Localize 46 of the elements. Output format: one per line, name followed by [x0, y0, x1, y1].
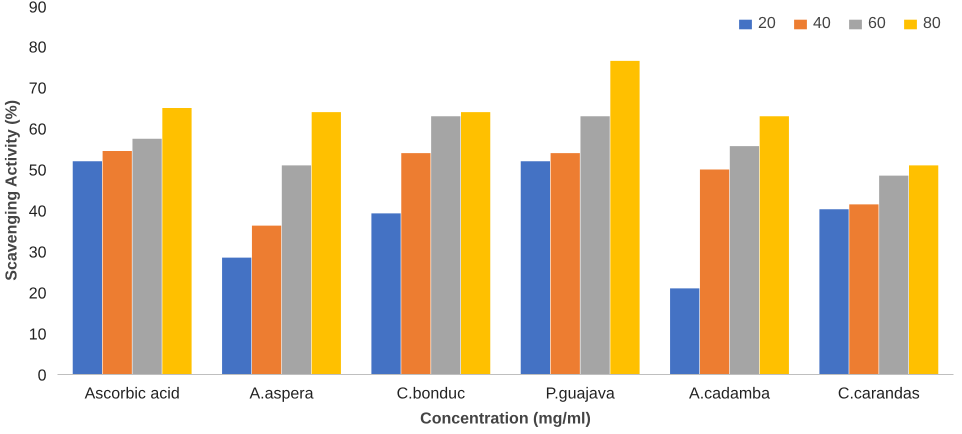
- bar: [580, 116, 610, 374]
- y-tick-label: 70: [28, 80, 47, 98]
- y-tick-label: 90: [28, 0, 47, 16]
- x-tick-label: C.bonduc: [396, 386, 466, 402]
- bar: [909, 165, 938, 374]
- bar: [431, 116, 460, 374]
- bar: [371, 213, 401, 374]
- y-tick-label: 20: [28, 286, 47, 302]
- bar: [610, 60, 640, 374]
- y-tick-label: 80: [28, 40, 47, 56]
- bar: [879, 176, 908, 374]
- y-tick-label: 60: [28, 122, 47, 138]
- bar: [520, 161, 550, 374]
- bar: [312, 112, 341, 374]
- x-tick-label: P.guajava: [546, 386, 615, 402]
- y-tick-label: 30: [28, 244, 47, 262]
- x-tick-label: A.aspera: [249, 386, 314, 402]
- bar: [72, 161, 102, 374]
- y-tick-label: 0: [38, 368, 47, 384]
- y-tick-label: 40: [28, 204, 47, 220]
- bar: [132, 138, 162, 374]
- x-tick-label: C.carandas: [838, 386, 920, 402]
- legend-label: 20: [758, 15, 777, 33]
- bar: [222, 258, 252, 374]
- bar: [401, 153, 431, 374]
- x-tick-label: Ascorbic acid: [84, 386, 180, 402]
- bar: [282, 165, 312, 374]
- y-axis-title: Scavenging Activity (%): [4, 100, 21, 281]
- legend-label: 40: [813, 15, 832, 33]
- bar: [730, 146, 760, 374]
- bar: [550, 153, 580, 374]
- y-tick-label: 50: [28, 162, 47, 180]
- bar: [670, 288, 700, 374]
- bar: [162, 108, 192, 374]
- bar: [700, 170, 730, 374]
- bar: [102, 151, 132, 374]
- x-axis-title: Concentration (mg/ml): [420, 410, 591, 428]
- bar: [819, 209, 849, 374]
- legend-label: 80: [923, 15, 942, 33]
- legend-label: 60: [868, 15, 887, 33]
- bar: [760, 116, 789, 374]
- bar: [461, 112, 490, 374]
- y-tick-label: 10: [28, 326, 47, 344]
- bar: [849, 204, 879, 374]
- x-tick-label: A.cadamba: [689, 386, 770, 402]
- bar: [252, 226, 282, 374]
